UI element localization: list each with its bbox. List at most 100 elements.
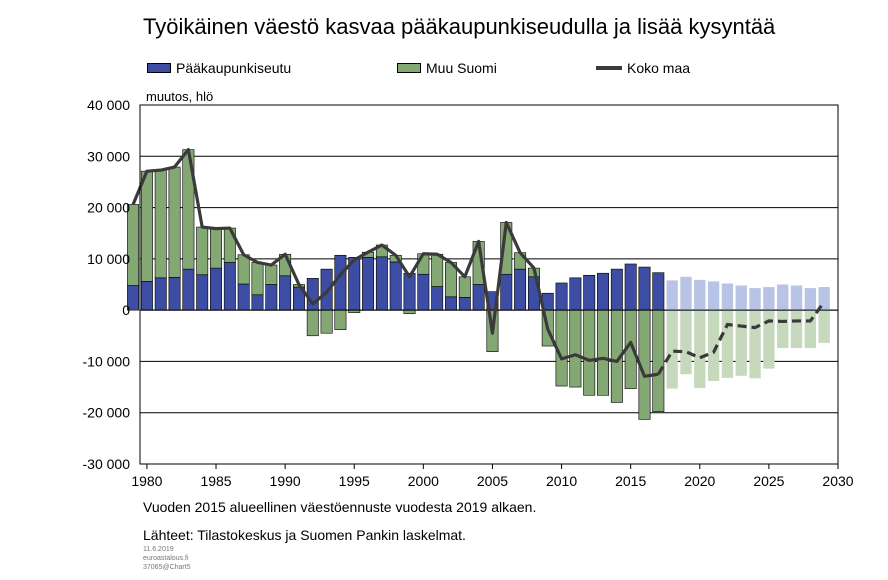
bar-paakaupunkiseutu-2004	[472, 284, 485, 311]
bar-muu-suomi-2019	[680, 310, 692, 375]
bar-paakaupunkiseutu-1996	[362, 257, 375, 311]
x-tick-label: 2015	[615, 473, 646, 489]
bar-paakaupunkiseutu-1990	[279, 275, 292, 311]
line-koko-maa	[131, 148, 659, 378]
bar-paakaupunkiseutu-2001	[431, 286, 444, 311]
y-tick-label: 10 000	[87, 251, 130, 267]
legend-label-paakaupunkiseutu: Pääkaupunkiseutu	[176, 60, 292, 76]
bar-paakaupunkiseutu-2027	[790, 285, 803, 311]
bar-paakaupunkiseutu-1987	[237, 283, 250, 311]
meta-date: 11.6.2019	[143, 546, 174, 553]
bar-muu-suomi-1999	[403, 309, 416, 315]
line-koko-maa-forecast	[656, 300, 826, 376]
legend-label-koko-maa: Koko maa	[627, 60, 691, 76]
bar-paakaupunkiseutu-1982	[168, 277, 181, 311]
bar-muu-suomi-2017	[652, 309, 665, 412]
legend-item-koko-maa: Koko maa	[596, 60, 690, 76]
y-axis-label: muutos, hlö	[146, 89, 214, 104]
x-tick-label: 1980	[131, 473, 162, 489]
bar-paakaupunkiseutu-1994	[334, 254, 347, 311]
bar-paakaupunkiseutu-2007	[514, 268, 527, 311]
bar-paakaupunkiseutu-1989	[265, 284, 278, 311]
bar-muu-suomi-2029	[818, 310, 830, 343]
x-tick-label: 2030	[822, 473, 853, 489]
x-tick-label: 2010	[546, 473, 577, 489]
bar-paakaupunkiseutu-1985	[210, 267, 222, 311]
x-tick-label: 1995	[339, 473, 370, 489]
bar-muu-suomi-2025	[763, 310, 775, 369]
bar-muu-suomi-1994	[334, 309, 347, 330]
bar-muu-suomi-1985	[210, 228, 222, 269]
bar-paakaupunkiseutu-2016	[638, 266, 651, 311]
y-tick-label: -30 000	[83, 456, 131, 472]
bar-paakaupunkiseutu-1980	[140, 281, 153, 311]
bar-paakaupunkiseutu-2025	[763, 287, 775, 311]
bar-muu-suomi-1981	[154, 169, 167, 279]
bar-muu-suomi-2028	[804, 310, 817, 349]
bar-paakaupunkiseutu-2028	[804, 288, 817, 311]
legend-line-koko-maa	[596, 66, 622, 70]
bar-muu-suomi-2020	[694, 310, 706, 389]
footnote-sources: Lähteet: Tilastokeskus ja Suomen Pankin …	[143, 527, 466, 543]
bar-paakaupunkiseutu-1988	[251, 294, 264, 311]
chart-title: Työikäinen väestö kasvaa pääkaupunkiseud…	[143, 14, 776, 39]
meta-site: euroastalous.fi	[143, 555, 189, 562]
x-tick-label: 2025	[753, 473, 784, 489]
bar-paakaupunkiseutu-1986	[223, 262, 236, 311]
bar-paakaupunkiseutu-2012	[583, 274, 596, 311]
bar-muu-suomi-2021	[707, 310, 720, 381]
y-tick-label: 30 000	[87, 148, 130, 164]
bar-paakaupunkiseutu-2015	[624, 263, 637, 311]
bar-paakaupunkiseutu-2022	[721, 283, 734, 311]
bar-paakaupunkiseutu-1997	[375, 256, 388, 311]
legend-swatch-muu-suomi	[397, 63, 421, 73]
bar-paakaupunkiseutu-2023	[735, 285, 747, 311]
bar-paakaupunkiseutu-1983	[182, 268, 195, 311]
bar-muu-suomi-2013	[597, 309, 609, 396]
meta-chart-id: 37065@Chart5	[143, 564, 191, 571]
legend-label-muu-suomi: Muu Suomi	[426, 60, 497, 76]
bar-paakaupunkiseutu-2013	[597, 272, 609, 311]
legend-item-muu-suomi: Muu Suomi	[397, 60, 497, 76]
bar-paakaupunkiseutu-2010	[555, 282, 568, 311]
bar-paakaupunkiseutu-2017	[652, 272, 665, 311]
y-tick-label: 20 000	[87, 200, 130, 216]
bar-paakaupunkiseutu-2018	[666, 280, 678, 311]
x-tick-label: 2005	[477, 473, 508, 489]
bar-muu-suomi-1987	[237, 254, 250, 285]
meta-info: 11.6.2019 euroastalous.fi 37065@Chart5	[143, 545, 191, 572]
bar-paakaupunkiseutu-2000	[417, 273, 430, 311]
bar-muu-suomi-1989	[265, 264, 278, 285]
bar-muu-suomi-2026	[777, 310, 789, 349]
bar-muu-suomi-1982	[168, 166, 181, 278]
bar-paakaupunkiseutu-1998	[389, 261, 402, 311]
bar-paakaupunkiseutu-2029	[818, 287, 830, 311]
bar-muu-suomi-2012	[583, 309, 596, 396]
bar-paakaupunkiseutu-2026	[777, 284, 789, 311]
bar-muu-suomi-1980	[140, 170, 153, 282]
legend-swatch-paakaupunkiseutu	[147, 63, 171, 73]
y-tick-label: -10 000	[83, 353, 131, 369]
x-tick-label: 1985	[200, 473, 231, 489]
bar-muu-suomi-2024	[749, 310, 761, 379]
legend-item-paakaupunkiseutu: Pääkaupunkiseutu	[147, 60, 291, 76]
bar-muu-suomi-1993	[320, 309, 333, 334]
bar-paakaupunkiseutu-2020	[694, 279, 706, 311]
y-tick-label: -20 000	[83, 405, 131, 421]
x-tick-label: 2000	[408, 473, 439, 489]
bar-muu-suomi-2018	[666, 310, 678, 389]
bar-paakaupunkiseutu-2011	[569, 277, 582, 311]
bar-muu-suomi-1992	[306, 309, 319, 337]
x-tick-label: 1990	[270, 473, 301, 489]
bar-paakaupunkiseutu-2002	[445, 296, 457, 311]
x-tick-label: 2020	[684, 473, 715, 489]
bar-muu-suomi-2011	[569, 309, 582, 388]
bar-muu-suomi-1984	[196, 226, 209, 276]
bar-paakaupunkiseutu-2006	[500, 273, 513, 311]
bar-muu-suomi-2001	[431, 253, 444, 287]
bar-muu-suomi-2023	[735, 310, 747, 376]
bar-muu-suomi-2027	[790, 310, 803, 349]
bar-paakaupunkiseutu-2003	[458, 297, 471, 311]
bar-muu-suomi-1979	[127, 204, 140, 286]
